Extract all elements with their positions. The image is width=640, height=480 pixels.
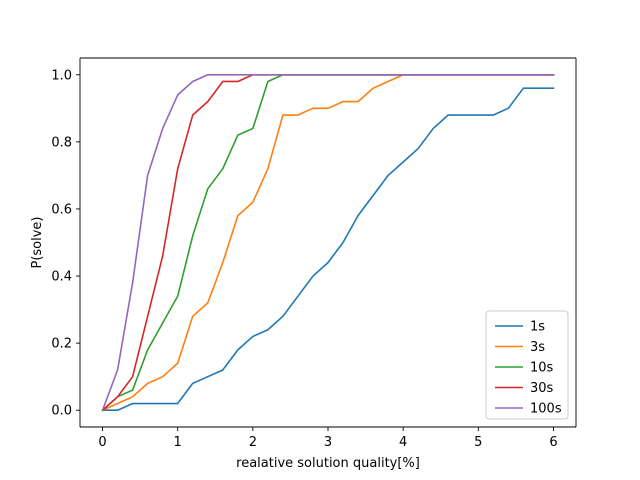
y-tick-label: 1.0	[51, 68, 72, 83]
y-tick-label: 0.8	[51, 135, 72, 150]
y-tick-label: 0.2	[51, 337, 72, 352]
y-tick-label: 0.6	[51, 202, 72, 217]
x-tick-label: 6	[549, 435, 557, 450]
ticks: 0 1 2 3 4 5 6 0.0 0.2 0.4 0.6 0.8 1.0	[51, 68, 557, 450]
x-tick-label: 3	[324, 435, 332, 450]
x-tick-label: 0	[98, 435, 106, 450]
legend-label-3s: 3s	[530, 340, 545, 355]
legend-label-30s: 30s	[530, 381, 554, 396]
legend-label-100s: 100s	[530, 402, 562, 417]
legend-box	[485, 310, 569, 420]
x-tick-label: 2	[249, 435, 257, 450]
x-tick-label: 4	[399, 435, 407, 450]
legend-label-10s: 10s	[530, 361, 554, 376]
legend-label-1s: 1s	[530, 320, 545, 335]
x-tick-label: 5	[474, 435, 482, 450]
y-tick-label: 0.0	[51, 404, 72, 419]
series-line-1s	[101, 87, 555, 412]
series-lines	[101, 73, 555, 412]
x-axis-label: realative solution quality[%]	[236, 456, 420, 471]
series-line-100s	[101, 73, 555, 412]
y-tick-label: 0.4	[51, 270, 72, 285]
x-tick-label: 1	[174, 435, 182, 450]
y-axis-label: P(solve)	[30, 216, 45, 268]
legend: 1s 3s 10s 30s 100s	[485, 310, 569, 420]
